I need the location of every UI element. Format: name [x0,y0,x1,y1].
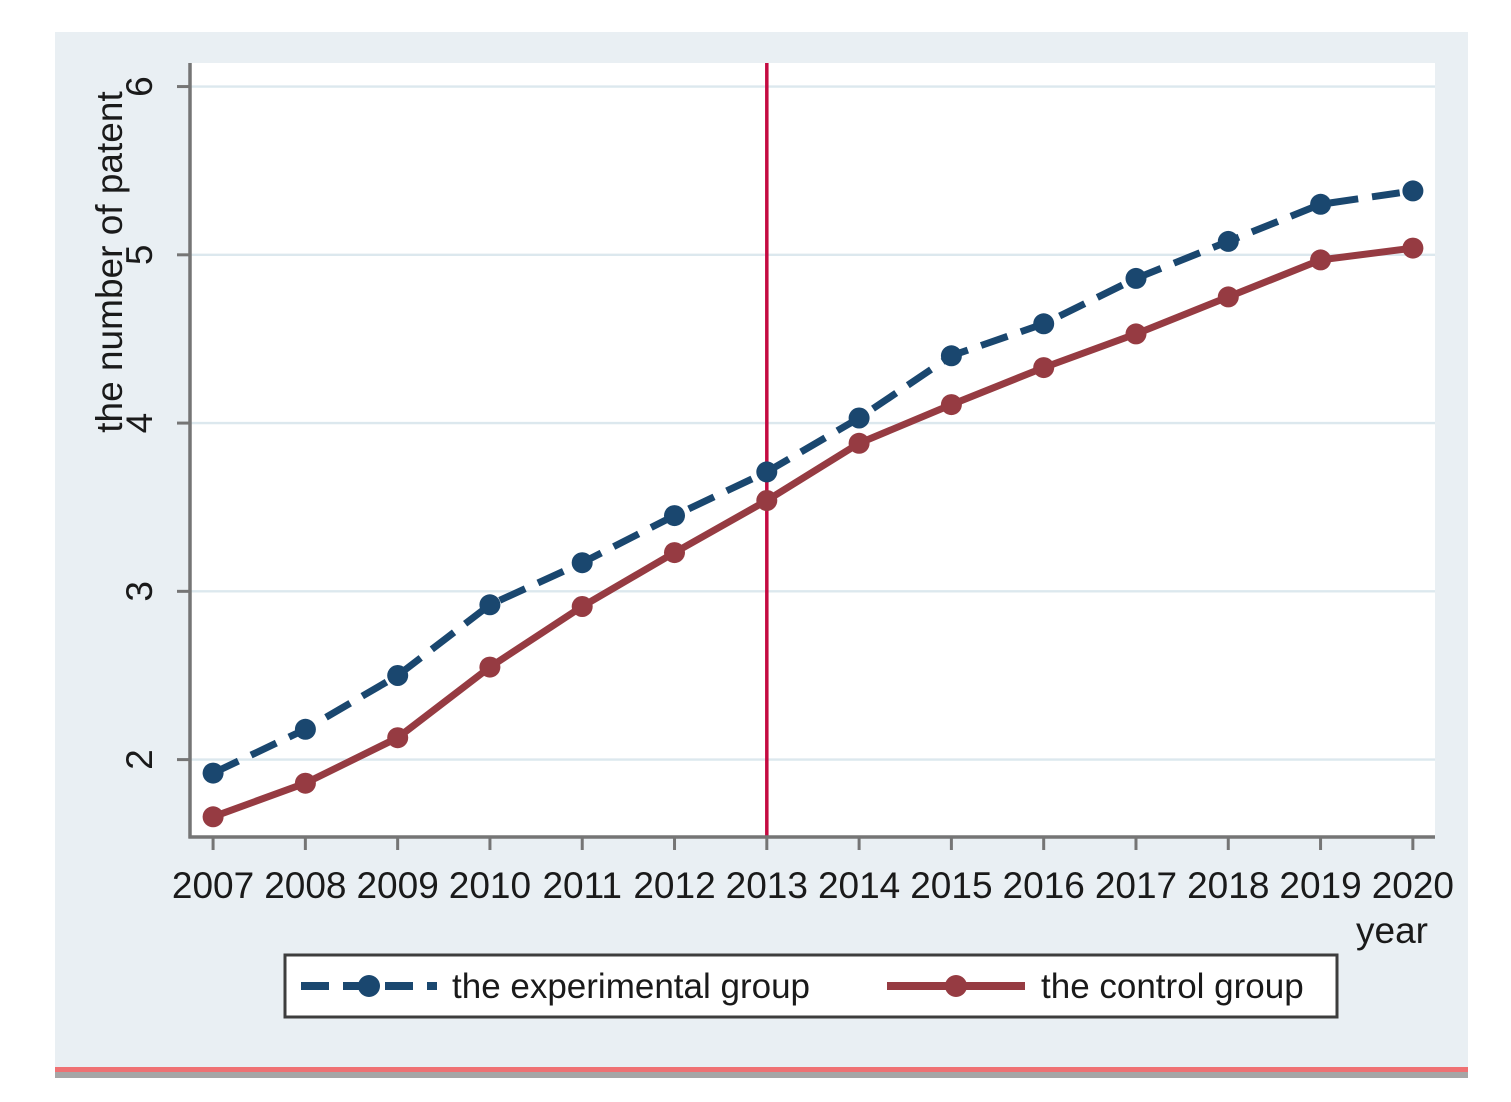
data-point-control-2014 [848,432,870,454]
data-point-experimental-2012 [664,505,685,527]
data-point-control-2018 [1217,286,1239,308]
legend-label-experimental: the experimental group [452,967,810,1006]
x-tick-label: 2016 [1003,865,1085,906]
legend-label-control: the control group [1041,967,1304,1006]
legend-box [283,953,1339,1019]
x-tick-label: 2010 [449,865,531,906]
data-point-experimental-2015 [940,345,962,367]
data-point-control-2008 [294,772,316,794]
x-tick-label: 2008 [264,865,346,906]
x-tick-label: 2013 [726,865,808,906]
legend: the experimental group the control group [283,953,1339,1019]
data-point-control-2015 [940,394,962,416]
x-tick-label: 2015 [910,865,992,906]
x-tick-label: 2019 [1279,865,1361,906]
legend-marker-control-icon [945,975,967,997]
x-tick-label: 2018 [1187,865,1269,906]
x-tick-label: 2017 [1095,865,1177,906]
data-point-experimental-2010 [479,594,501,616]
series-group [202,180,1424,828]
plot-area [190,63,1435,837]
data-point-experimental-2017 [1125,267,1147,289]
data-point-experimental-2009 [387,665,409,686]
data-point-control-2010 [479,656,501,678]
data-point-control-2009 [387,727,409,749]
x-tick-label: 2012 [633,865,715,906]
data-point-experimental-2016 [1033,313,1055,335]
data-point-control-2011 [571,596,593,617]
data-point-experimental-2018 [1217,230,1239,252]
x-axis-title: year [1356,910,1428,951]
bottom-rule-gray [55,1072,1468,1078]
data-point-control-2020 [1402,237,1424,259]
x-tick-label: 2007 [172,865,254,906]
data-point-experimental-2014 [848,407,870,429]
y-tick-label: 6 [119,76,160,97]
series-line-control [211,244,1414,821]
y-tick-label: 4 [119,413,160,434]
x-tick-label: 2009 [356,865,438,906]
legend-marker-experimental-icon [358,975,380,997]
bottom-rule-red [55,1067,1468,1072]
x-tick-label: 2011 [542,865,622,906]
series-line-experimental [211,187,1414,777]
data-point-experimental-2020 [1402,180,1424,202]
data-point-experimental-2007 [202,762,224,784]
x-tick-label: 2014 [818,865,900,906]
data-point-experimental-2019 [1310,193,1332,215]
ticks-group: 2007 2008 2009 2010 2011 2012 2013 2014 2015 2016… [119,76,1454,906]
data-point-control-2016 [1033,357,1055,379]
data-point-control-2017 [1125,323,1147,345]
data-point-control-2019 [1310,249,1332,271]
data-point-control-2007 [202,806,224,828]
data-point-experimental-2011 [571,552,593,574]
x-tick-label: 2020 [1372,865,1454,906]
y-tick-label: 5 [119,245,160,266]
gridlines-group [190,85,1435,761]
y-tick-label: 3 [119,581,160,602]
data-point-experimental-2013 [756,461,778,483]
data-point-experimental-2008 [294,718,316,740]
y-axis-title: the number of patent [89,91,130,433]
data-point-control-2013 [756,490,778,511]
data-point-control-2012 [664,542,685,564]
y-tick-label: 2 [119,749,160,770]
